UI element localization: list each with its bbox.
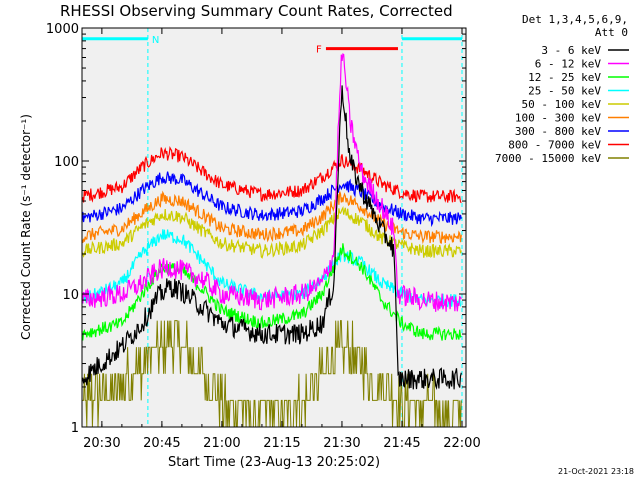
x-axis-label: Start Time (23-Aug-13 20:25:02) <box>168 455 380 470</box>
x-tick-label-4: 21:30 <box>323 436 360 451</box>
series-line-4 <box>81 206 462 259</box>
legend-label-5: 100 - 300 keV <box>515 112 601 125</box>
series-line-5 <box>81 190 462 245</box>
legend-label-8: 7000 - 15000 keV <box>495 152 601 165</box>
y-tick-label-2: 100 <box>54 155 79 170</box>
y-tick-label-3: 1000 <box>46 22 79 37</box>
axes-group: 20:30 20:45 21:00 21:15 21:30 21:45 22:00 1 10 10… <box>46 22 481 451</box>
plot-frame <box>81 27 467 428</box>
legend-header-line-1: Det 1,3,4,5,6,9, <box>522 13 628 26</box>
legend-label-7: 800 - 7000 keV <box>508 139 601 152</box>
series-line-6 <box>81 171 462 228</box>
x-tick-label-3: 21:15 <box>263 436 300 451</box>
chart-title: RHESSI Observing Summary Count Rates, Co… <box>60 2 453 20</box>
x-tick-label-0: 20:30 <box>83 436 120 451</box>
x-tick-label-5: 21:45 <box>383 436 420 451</box>
legend-label-0: 3 - 6 keV <box>541 44 601 57</box>
legend-label-1: 6 - 12 keV <box>535 58 602 71</box>
x-tick-label-2: 21:00 <box>203 436 240 451</box>
legend-label-4: 50 - 100 keV <box>522 98 602 111</box>
legend-label-2: 12 - 25 keV <box>528 71 601 84</box>
annotation-label-2: F <box>316 45 322 56</box>
footer-date: 21-Oct-2021 23:18 <box>558 467 634 476</box>
legend-label-3: 25 - 50 keV <box>528 85 601 98</box>
annotation-group: NF <box>82 35 462 56</box>
annotation-label-0: N <box>152 35 159 46</box>
x-tick-label-6: 22:00 <box>443 436 480 451</box>
legend-label-6: 300 - 800 keV <box>515 125 601 138</box>
y-tick-label-0: 1 <box>71 421 79 436</box>
x-tick-label-1: 20:45 <box>143 436 180 451</box>
y-tick-label-1: 10 <box>62 288 79 303</box>
series-line-7 <box>81 146 462 204</box>
series-group <box>81 53 462 428</box>
series-line-1 <box>81 53 462 312</box>
y-axis-label: Corrected Count Rate (s⁻¹ detector⁻¹) <box>19 114 33 340</box>
legend-header-line-2: Att 0 <box>595 26 628 39</box>
series-line-0 <box>81 85 462 390</box>
